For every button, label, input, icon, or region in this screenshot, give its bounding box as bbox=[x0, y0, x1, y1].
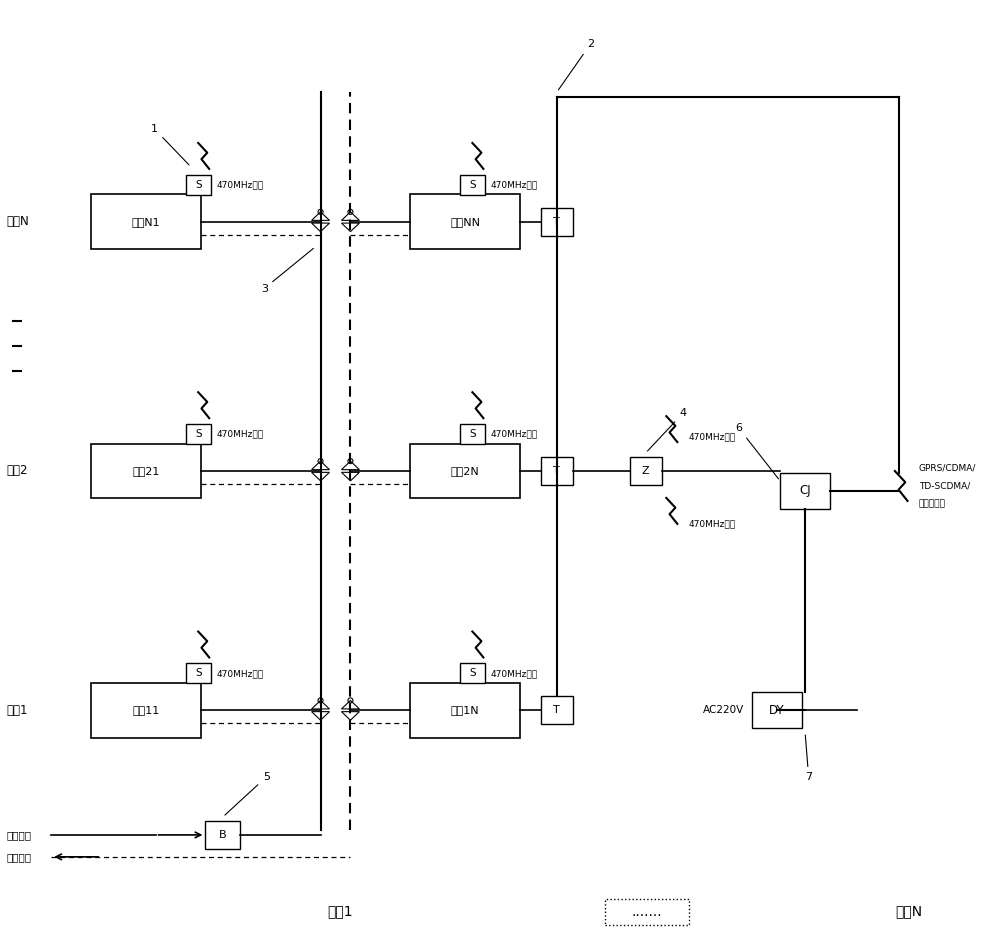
Text: 单元1: 单元1 bbox=[328, 904, 353, 918]
FancyBboxPatch shape bbox=[91, 443, 201, 499]
Text: 楼层N: 楼层N bbox=[6, 215, 29, 229]
Text: 470MHz无线: 470MHz无线 bbox=[491, 669, 538, 678]
Polygon shape bbox=[341, 700, 359, 709]
Text: 470MHz无线: 470MHz无线 bbox=[688, 433, 736, 441]
FancyBboxPatch shape bbox=[460, 424, 485, 444]
Text: 6: 6 bbox=[735, 423, 778, 479]
Text: 470MHz无线: 470MHz无线 bbox=[688, 519, 736, 528]
Text: 3: 3 bbox=[261, 248, 313, 294]
Text: S: S bbox=[469, 429, 476, 439]
Text: 用户N1: 用户N1 bbox=[132, 216, 160, 227]
FancyBboxPatch shape bbox=[91, 683, 201, 738]
Text: 4: 4 bbox=[647, 408, 687, 451]
Polygon shape bbox=[312, 700, 330, 709]
Polygon shape bbox=[341, 223, 359, 231]
FancyBboxPatch shape bbox=[541, 208, 573, 235]
FancyBboxPatch shape bbox=[186, 424, 211, 444]
Text: 5: 5 bbox=[225, 772, 270, 815]
Text: 2: 2 bbox=[558, 40, 594, 89]
Text: .......: ....... bbox=[632, 904, 662, 918]
FancyBboxPatch shape bbox=[205, 821, 240, 849]
FancyBboxPatch shape bbox=[780, 473, 830, 509]
FancyBboxPatch shape bbox=[541, 457, 573, 485]
Text: 以太网接口: 以太网接口 bbox=[919, 500, 946, 508]
Polygon shape bbox=[312, 461, 330, 470]
Text: T: T bbox=[553, 466, 560, 476]
Text: Z: Z bbox=[642, 466, 649, 476]
Text: S: S bbox=[195, 668, 202, 678]
Text: 楼层1: 楼层1 bbox=[6, 704, 28, 717]
Text: 回水管线: 回水管线 bbox=[6, 852, 31, 862]
Text: DY: DY bbox=[769, 704, 785, 717]
FancyBboxPatch shape bbox=[186, 663, 211, 683]
Text: AC220V: AC220V bbox=[703, 706, 744, 715]
FancyBboxPatch shape bbox=[460, 175, 485, 195]
Text: B: B bbox=[219, 830, 227, 840]
Text: 470MHz无线: 470MHz无线 bbox=[217, 430, 264, 439]
Text: GPRS/CDMA/: GPRS/CDMA/ bbox=[919, 464, 976, 472]
Text: 用户2N: 用户2N bbox=[451, 466, 479, 476]
Text: 7: 7 bbox=[805, 735, 812, 782]
Text: 470MHz无线: 470MHz无线 bbox=[491, 430, 538, 439]
Text: 470MHz无线: 470MHz无线 bbox=[217, 181, 264, 189]
FancyBboxPatch shape bbox=[541, 696, 573, 725]
Polygon shape bbox=[341, 472, 359, 481]
Polygon shape bbox=[312, 711, 330, 720]
Polygon shape bbox=[312, 472, 330, 481]
Text: T: T bbox=[553, 706, 560, 715]
FancyBboxPatch shape bbox=[410, 195, 520, 249]
FancyBboxPatch shape bbox=[410, 683, 520, 738]
FancyBboxPatch shape bbox=[605, 899, 689, 925]
Polygon shape bbox=[312, 223, 330, 231]
Text: 用户1N: 用户1N bbox=[451, 706, 479, 715]
Text: 用户21: 用户21 bbox=[132, 466, 160, 476]
Polygon shape bbox=[341, 711, 359, 720]
Text: 用户11: 用户11 bbox=[132, 706, 160, 715]
Text: CJ: CJ bbox=[799, 485, 811, 498]
Text: S: S bbox=[195, 429, 202, 439]
FancyBboxPatch shape bbox=[186, 175, 211, 195]
Text: TD-SCDMA/: TD-SCDMA/ bbox=[919, 482, 970, 490]
Text: 楼层2: 楼层2 bbox=[6, 465, 28, 477]
Text: 供水管线: 供水管线 bbox=[6, 830, 31, 840]
Text: 470MHz无线: 470MHz无线 bbox=[217, 669, 264, 678]
FancyBboxPatch shape bbox=[91, 195, 201, 249]
FancyBboxPatch shape bbox=[410, 443, 520, 499]
Text: T: T bbox=[553, 216, 560, 227]
Text: 单元N: 单元N bbox=[895, 904, 922, 918]
Polygon shape bbox=[312, 212, 330, 220]
FancyBboxPatch shape bbox=[630, 457, 662, 485]
Text: 470MHz无线: 470MHz无线 bbox=[491, 181, 538, 189]
Text: 1: 1 bbox=[151, 124, 189, 165]
Text: S: S bbox=[469, 668, 476, 678]
Polygon shape bbox=[341, 461, 359, 470]
Polygon shape bbox=[341, 212, 359, 220]
FancyBboxPatch shape bbox=[460, 663, 485, 683]
Text: S: S bbox=[469, 180, 476, 190]
FancyBboxPatch shape bbox=[752, 693, 802, 728]
Text: 用户NN: 用户NN bbox=[450, 216, 480, 227]
Text: S: S bbox=[195, 180, 202, 190]
